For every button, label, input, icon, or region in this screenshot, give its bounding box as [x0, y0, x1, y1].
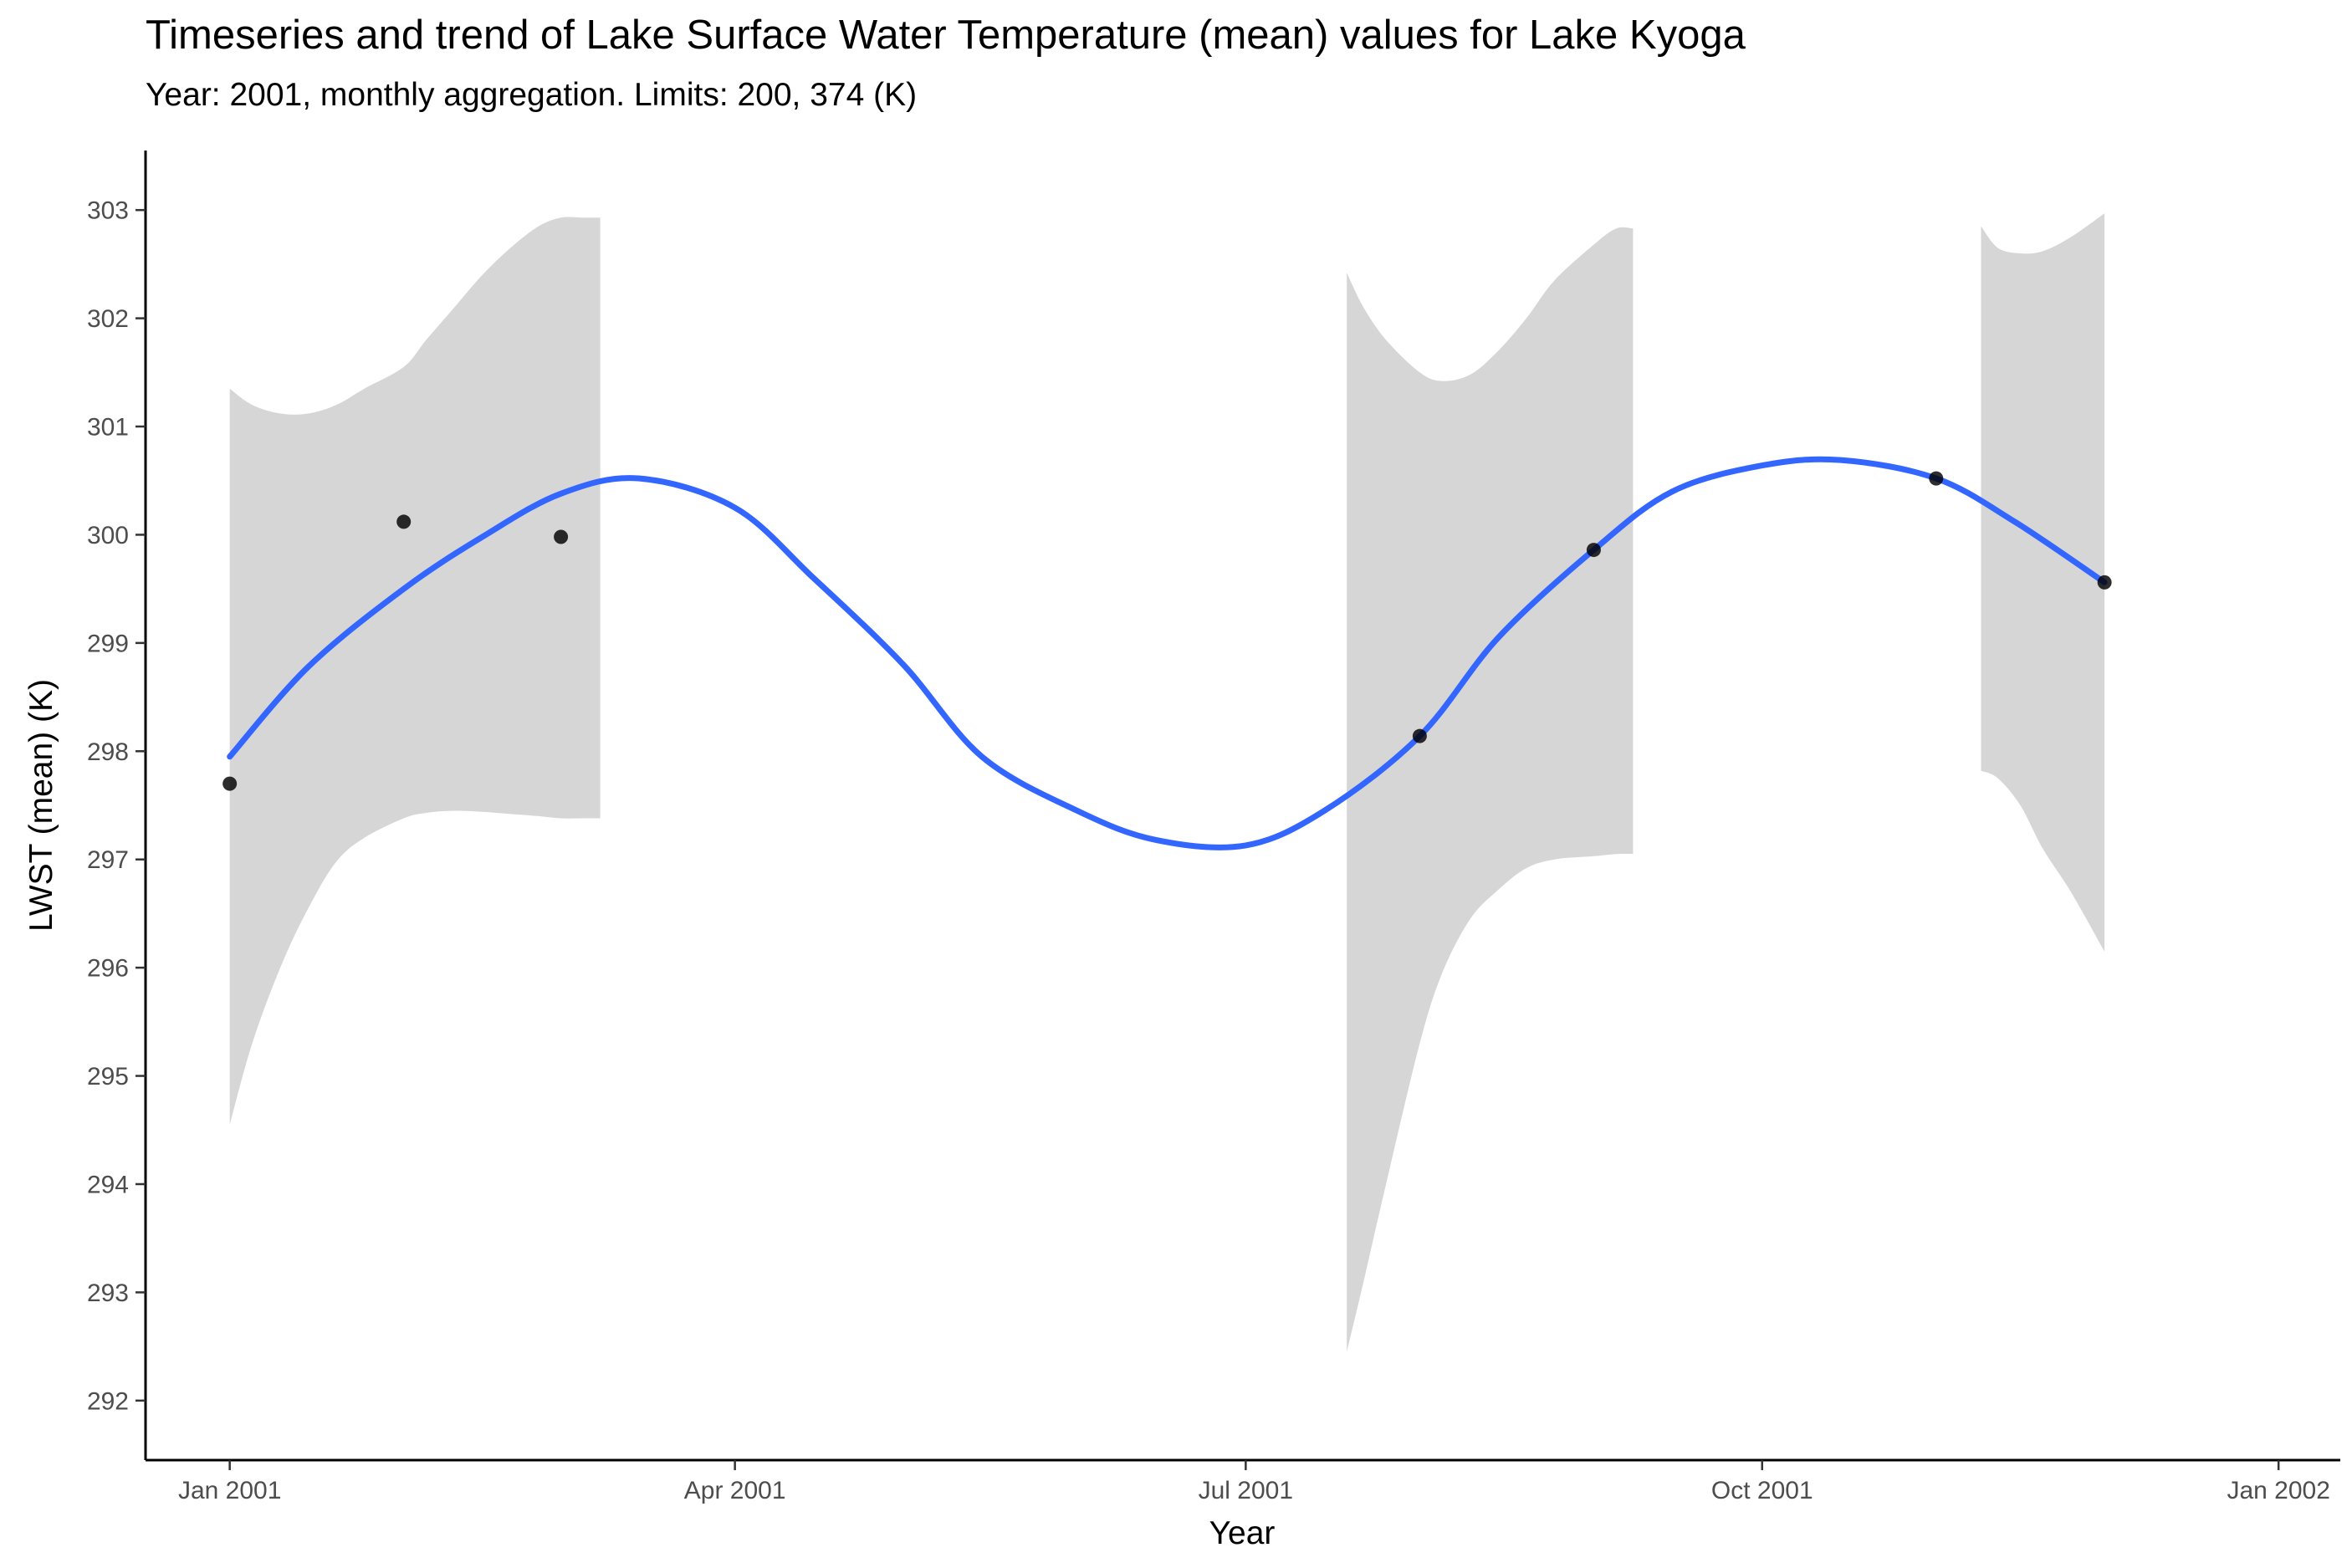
- x-tick-label: Jul 2001: [1199, 1477, 1293, 1504]
- y-tick-label: 298: [87, 738, 129, 766]
- data-point: [554, 529, 569, 544]
- y-tick-label: 302: [87, 305, 129, 333]
- data-point: [1586, 543, 1601, 558]
- y-axis-ticks: 292 293 294 295 296 297 298 299 300 301 302 303: [87, 197, 146, 1415]
- x-tick-label: Apr 2001: [684, 1477, 786, 1504]
- confidence-band: [229, 217, 601, 1125]
- y-axis-title: LWST (mean) (K): [23, 679, 59, 932]
- confidence-bands: [229, 213, 2105, 1352]
- data-point: [1929, 471, 1944, 486]
- data-points: [222, 471, 2112, 791]
- data-point: [2097, 575, 2112, 590]
- x-axis-ticks: Jan 2001 Apr 2001 Jul 2001 Oct 2001 Jan 2002: [178, 1460, 2330, 1504]
- x-tick-label: Oct 2001: [1711, 1477, 1813, 1504]
- data-point: [1412, 728, 1427, 743]
- y-tick-label: 297: [87, 846, 129, 874]
- y-tick-label: 294: [87, 1171, 129, 1198]
- y-tick-label: 295: [87, 1063, 129, 1090]
- y-tick-label: 300: [87, 522, 129, 549]
- trend-line-group: [227, 456, 2108, 850]
- confidence-band: [1981, 213, 2105, 952]
- x-axis-title: Year: [1209, 1515, 1276, 1551]
- trend-line: [227, 456, 2108, 850]
- y-tick-label: 303: [87, 197, 129, 225]
- y-tick-label: 293: [87, 1279, 129, 1307]
- chart-subtitle: Year: 2001, monthly aggregation. Limits:…: [146, 77, 918, 113]
- chart-title: Timeseries and trend of Lake Surface Wat…: [146, 13, 1746, 58]
- confidence-band: [1347, 227, 1634, 1352]
- x-tick-label: Jan 2002: [2227, 1477, 2329, 1504]
- x-tick-label: Jan 2001: [178, 1477, 281, 1504]
- y-tick-label: 301: [87, 414, 129, 442]
- y-tick-label: 292: [87, 1387, 129, 1415]
- data-point: [396, 514, 412, 529]
- y-tick-label: 296: [87, 955, 129, 983]
- data-point: [222, 776, 238, 791]
- y-tick-label: 299: [87, 630, 129, 657]
